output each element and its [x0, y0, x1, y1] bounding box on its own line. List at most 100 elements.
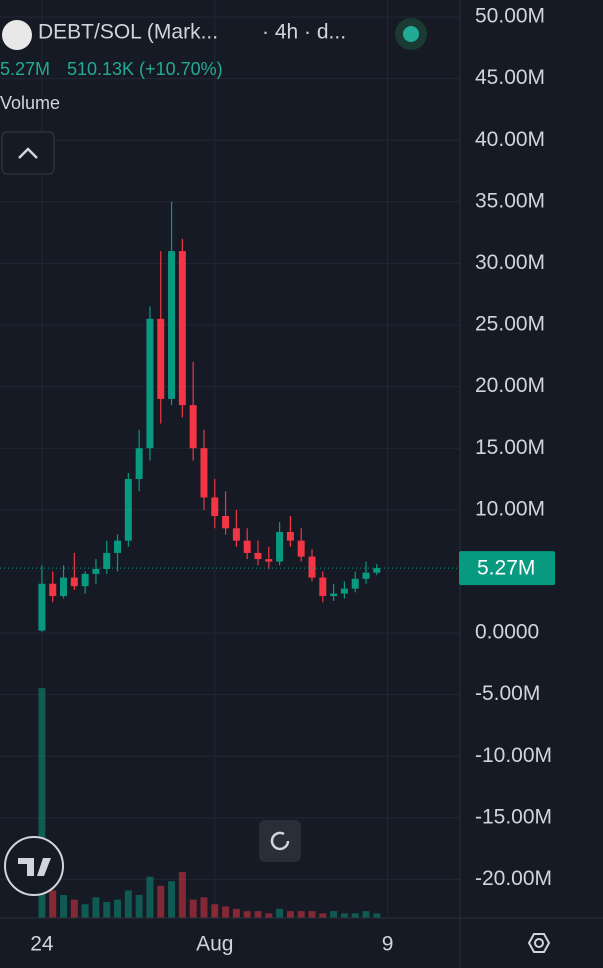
candle-body	[211, 497, 219, 516]
grid	[0, 0, 460, 918]
candle-body	[330, 593, 338, 597]
candle-body	[340, 588, 348, 594]
volume-bar	[49, 890, 57, 918]
tv-logo-icon	[18, 858, 51, 876]
volume-bar	[124, 890, 132, 918]
y-tick-label: -15.00M	[475, 805, 552, 828]
settings-button[interactable]	[527, 933, 551, 953]
last-price: 5.27M	[0, 59, 50, 79]
candle-body	[114, 540, 122, 553]
volume-bar	[265, 913, 273, 918]
y-tick-label: -10.00M	[475, 744, 552, 767]
candle-body	[135, 448, 143, 480]
candle-body	[297, 540, 305, 557]
volume-bar	[81, 904, 89, 918]
y-tick-label: 0.0000	[475, 621, 539, 644]
candle-body	[222, 515, 230, 529]
volume-bar	[351, 913, 359, 918]
candle-body	[351, 578, 359, 589]
interval[interactable]: · 4h · d...	[262, 21, 346, 44]
symbol-logo	[2, 20, 32, 50]
candle-body	[60, 577, 68, 597]
y-tick-label: -5.00M	[475, 682, 540, 705]
y-tick-label: 20.00M	[475, 374, 545, 397]
y-tick-label: 15.00M	[475, 436, 545, 459]
volume-bar	[211, 904, 219, 918]
volume-bar	[103, 901, 111, 918]
x-tick-label: 24	[30, 933, 54, 956]
candle-body	[243, 540, 251, 553]
volume-bar	[178, 872, 186, 918]
volume-bar	[308, 911, 316, 918]
candle-body	[157, 318, 165, 399]
volume-bar	[286, 911, 294, 918]
volume-bar	[146, 876, 154, 918]
status-dot	[403, 26, 419, 42]
chevron-icon	[18, 147, 38, 159]
candle-body	[92, 568, 100, 574]
candle-body	[189, 405, 197, 449]
volume-bar	[135, 895, 143, 918]
candle-body	[362, 572, 370, 579]
y-tick-label: 40.00M	[475, 128, 545, 151]
volume-bar	[157, 885, 165, 918]
candle-body	[146, 318, 154, 449]
collapse-button[interactable]	[1, 131, 55, 175]
volume-bar	[319, 913, 327, 918]
volume-bar	[38, 688, 46, 918]
volume-bar	[189, 899, 197, 918]
candle-body	[81, 573, 89, 587]
candle-body	[200, 448, 208, 498]
candle-body	[232, 528, 240, 541]
last-price-label: 5.27M	[477, 557, 535, 580]
candle-body	[178, 251, 186, 406]
candle-body	[124, 479, 132, 541]
volume-bar	[114, 899, 122, 918]
volume-bar	[222, 906, 230, 918]
reset-icon	[270, 831, 290, 851]
y-tick-label: 25.00M	[475, 313, 545, 336]
volume-bar	[373, 913, 381, 918]
volume-bar	[254, 911, 262, 918]
y-tick-label: 35.00M	[475, 189, 545, 212]
x-tick-label: 9	[382, 933, 394, 956]
candle-body	[265, 559, 273, 562]
last-price-box	[459, 551, 555, 586]
candle-body	[286, 531, 294, 541]
candle-body	[168, 251, 176, 399]
candle-body	[276, 531, 284, 562]
volume-bar	[276, 908, 284, 918]
x-tick-label: Aug	[196, 933, 233, 956]
candle-body	[38, 583, 46, 631]
y-tick-label: -20.00M	[475, 867, 552, 890]
y-tick-label: 10.00M	[475, 497, 545, 520]
y-tick-label: 30.00M	[475, 251, 545, 274]
volume-bar	[243, 911, 251, 918]
y-tick-label: 50.00M	[475, 5, 545, 28]
volume-bar	[200, 897, 208, 918]
volume-bar	[232, 908, 240, 918]
volume-bar	[330, 911, 338, 918]
candle-body	[319, 577, 327, 597]
candle-body	[254, 552, 262, 560]
candle-body	[70, 577, 78, 587]
reset-button[interactable]	[259, 820, 301, 862]
symbol-title[interactable]: DEBT/SOL (Mark...	[38, 21, 218, 44]
y-tick-label: 45.00M	[475, 66, 545, 89]
candle-body	[308, 556, 316, 578]
candle-body	[49, 583, 57, 597]
volume-bar	[70, 899, 78, 918]
price-change: 510.13K (+10.70%)	[67, 59, 223, 79]
volume-bar	[92, 897, 100, 918]
volume-bar	[340, 913, 348, 918]
volume-bar	[362, 911, 370, 918]
settings-icon	[534, 938, 544, 948]
volume-bar	[168, 881, 176, 918]
volume-bar	[297, 911, 305, 918]
marks	[0, 201, 460, 918]
candle-body	[103, 552, 111, 569]
volume-bar	[60, 895, 68, 918]
